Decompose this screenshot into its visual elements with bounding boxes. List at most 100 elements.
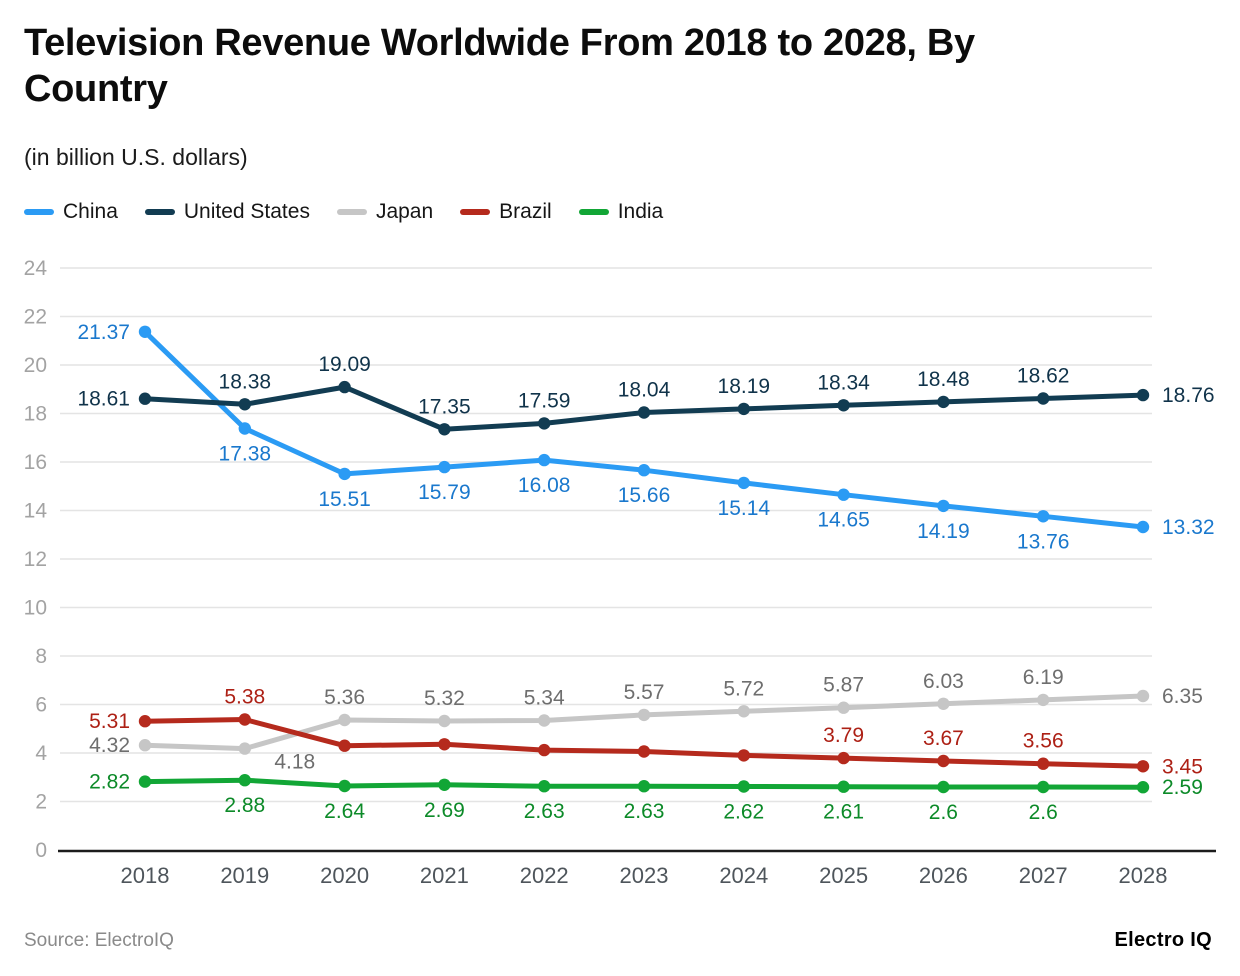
- series-japan-point: [837, 701, 850, 714]
- series-japan-value-label: 6.03: [923, 670, 964, 693]
- series-china-point: [438, 460, 451, 474]
- series-china-point: [238, 422, 251, 435]
- series-brazil-value-label: 3.67: [923, 727, 964, 750]
- source-label: Source: ElectroIQ: [24, 930, 174, 951]
- series-japan-point: [338, 713, 351, 727]
- series-united-states-point: [138, 392, 152, 405]
- series-brazil-point: [637, 745, 651, 758]
- x-axis-tick-label: 2028: [1119, 863, 1168, 888]
- series-japan-value-label: 5.72: [723, 677, 764, 700]
- series-china-value-label: 15.14: [718, 497, 771, 520]
- series-united-states-value-label: 18.48: [917, 368, 970, 391]
- series-japan-point: [1037, 693, 1050, 707]
- series-brazil-point: [138, 715, 152, 728]
- legend-label-brazil: Brazil: [499, 200, 552, 223]
- y-axis-tick-label: 0: [35, 839, 47, 862]
- series-india-point: [538, 780, 551, 793]
- series-japan-point: [438, 714, 451, 728]
- series-japan-value-label: 6.35: [1162, 685, 1203, 708]
- series-india-value-label: 2.6: [929, 801, 958, 824]
- series-india-value-label: 2.82: [89, 771, 130, 794]
- series-united-states-value-label: 18.62: [1017, 365, 1070, 388]
- x-axis-tick-label: 2020: [320, 863, 369, 888]
- series-united-states-point: [538, 417, 551, 430]
- legend-label-united-states: United States: [183, 200, 310, 223]
- y-axis-tick-label: 14: [24, 500, 48, 523]
- series-india-value-label: 2.59: [1162, 776, 1203, 799]
- series-united-states-point: [937, 395, 950, 409]
- series-india-value-label: 2.6: [1029, 801, 1058, 824]
- legend-item-china: China: [24, 200, 118, 224]
- series-japan-value-label: 5.32: [424, 687, 465, 710]
- series-india-value-label: 2.61: [823, 801, 864, 824]
- series-united-states-value-label: 17.35: [418, 395, 471, 418]
- series-brazil-value-label: 3.45: [1162, 755, 1203, 778]
- series-japan-value-label: 4.32: [89, 734, 130, 757]
- y-axis-tick-label: 8: [35, 645, 47, 668]
- series-india-value-label: 2.62: [723, 801, 764, 824]
- series-japan-point: [538, 714, 551, 727]
- series-united-states-value-label: 18.76: [1162, 384, 1215, 407]
- y-axis-tick-label: 24: [24, 257, 48, 280]
- series-china-point: [138, 325, 152, 338]
- legend-swatch-japan: [336, 209, 367, 215]
- legend-item-united-states: United States: [144, 200, 310, 224]
- legend-label-india: India: [617, 200, 664, 223]
- series-united-states-point: [1136, 388, 1150, 402]
- series-united-states-point: [637, 406, 651, 419]
- chart-title: Television Revenue Worldwide From 2018 t…: [24, 20, 975, 113]
- series-china-point: [837, 488, 850, 501]
- series-china-value-label: 15.51: [318, 488, 371, 511]
- series-united-states-point: [438, 423, 451, 436]
- series-china-value-label: 15.79: [418, 481, 471, 504]
- x-axis-tick-label: 2021: [420, 863, 469, 888]
- series-brazil-value-label: 3.79: [823, 724, 864, 747]
- series-brazil-point: [238, 713, 251, 726]
- chart-title-line-1: Television Revenue Worldwide From 2018 t…: [24, 22, 975, 64]
- series-japan-value-label: 5.57: [624, 681, 665, 704]
- legend-label-japan: Japan: [375, 200, 434, 223]
- series-brazil-point: [1037, 757, 1050, 770]
- series-india-point: [737, 780, 750, 793]
- chart-title-line-2: Country: [24, 68, 168, 111]
- y-axis-tick-label: 10: [24, 597, 47, 620]
- series-india-value-label: 2.88: [224, 794, 265, 817]
- chart-subtitle: (in billion U.S. dollars): [24, 144, 248, 170]
- series-japan-value-label: 4.18: [274, 751, 315, 774]
- x-axis-tick-label: 2027: [1019, 863, 1068, 888]
- legend-swatch-united-states: [144, 209, 175, 215]
- series-china-value-label: 13.76: [1017, 530, 1070, 553]
- series-japan-value-label: 5.87: [823, 674, 864, 697]
- series-united-states-value-label: 18.04: [618, 379, 671, 402]
- series-united-states-point: [338, 380, 351, 394]
- series-india-point: [637, 780, 651, 793]
- series-united-states-value-label: 17.59: [518, 389, 571, 412]
- series-india-value-label: 2.69: [424, 799, 465, 822]
- series-united-states-value-label: 18.19: [718, 375, 771, 398]
- x-axis-tick-label: 2018: [121, 863, 170, 888]
- series-china-point: [338, 467, 351, 481]
- x-axis-tick-label: 2019: [220, 863, 269, 888]
- series-india-value-label: 2.63: [524, 800, 565, 823]
- series-united-states-value-label: 18.38: [219, 370, 272, 393]
- series-japan-value-label: 5.34: [524, 687, 565, 710]
- series-japan-point: [138, 739, 152, 752]
- series-china-value-label: 13.32: [1162, 516, 1215, 539]
- series-china-point: [538, 453, 551, 467]
- series-japan-value-label: 5.36: [324, 686, 365, 709]
- legend-swatch-india: [578, 209, 609, 215]
- series-brazil-point: [438, 738, 451, 751]
- y-axis-tick-label: 6: [35, 694, 47, 717]
- y-axis-tick-label: 20: [24, 354, 47, 377]
- x-axis-tick-label: 2023: [620, 863, 669, 888]
- y-axis-tick-label: 18: [24, 403, 47, 426]
- legend-label-china: China: [63, 200, 118, 223]
- series-united-states-point: [238, 398, 251, 411]
- series-india-point: [937, 780, 950, 794]
- series-india-value-label: 2.64: [324, 800, 365, 823]
- series-united-states-point: [837, 399, 850, 412]
- series-japan-value-label: 6.19: [1023, 666, 1064, 689]
- series-united-states-value-label: 19.09: [318, 353, 371, 376]
- series-brazil-point: [338, 739, 351, 752]
